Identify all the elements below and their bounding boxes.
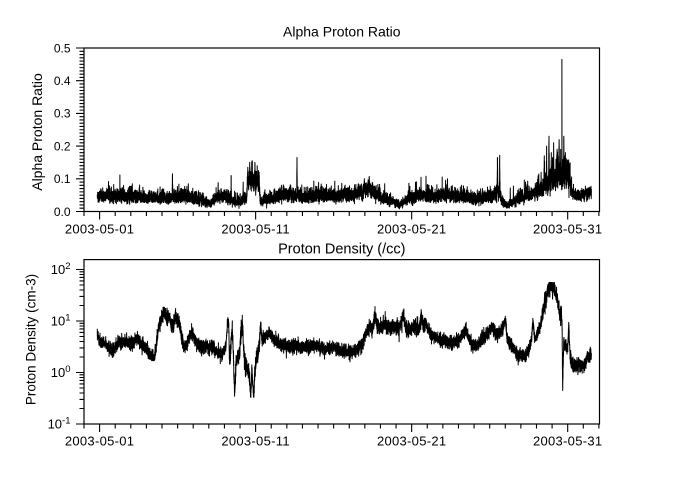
svg-text:0.4: 0.4 <box>54 74 71 88</box>
svg-text:2003-05-01: 2003-05-01 <box>65 434 135 449</box>
svg-text:0.2: 0.2 <box>54 139 71 153</box>
svg-text:2003-05-11: 2003-05-11 <box>221 222 290 237</box>
svg-text:2003-05-31: 2003-05-31 <box>533 434 603 449</box>
svg-text:Proton Density (cm-3): Proton Density (cm-3) <box>24 274 39 405</box>
svg-text:0.1: 0.1 <box>54 172 71 186</box>
svg-text:Proton Density (/cc): Proton Density (/cc) <box>278 242 405 258</box>
svg-text:Alpha Proton Ratio: Alpha Proton Ratio <box>283 24 401 40</box>
svg-text:2003-05-21: 2003-05-21 <box>377 434 447 449</box>
svg-text:Alpha Proton Ratio: Alpha Proton Ratio <box>29 73 45 191</box>
svg-text:2003-05-21: 2003-05-21 <box>377 222 447 237</box>
svg-text:0.5: 0.5 <box>54 41 71 55</box>
svg-text:2003-05-11: 2003-05-11 <box>221 434 290 449</box>
svg-text:2003-05-31: 2003-05-31 <box>533 222 603 237</box>
svg-text:0.3: 0.3 <box>54 107 71 121</box>
svg-text:0.0: 0.0 <box>54 205 71 219</box>
svg-text:2003-05-01: 2003-05-01 <box>65 222 135 237</box>
